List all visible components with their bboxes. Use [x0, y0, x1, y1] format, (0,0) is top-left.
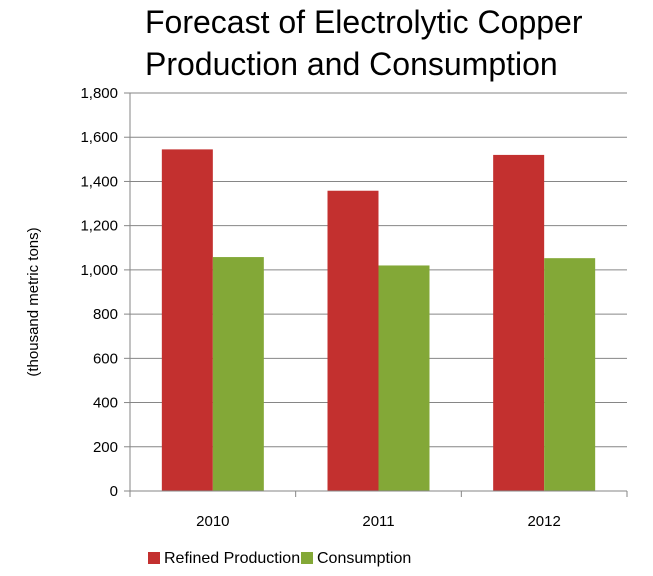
y-tick-labels: 0 200 400 600 800 1,000 1,200 1,400 1,600 1,800	[80, 85, 118, 500]
y-tick-label: 1,200	[80, 218, 118, 235]
y-tick-label: 800	[93, 306, 118, 323]
y-tick-label: 1,400	[80, 173, 118, 190]
bar-refined-production-2012	[493, 154, 545, 491]
chart-title: Forecast of Electrolytic Copper Producti…	[145, 4, 583, 82]
x-tick-label: 2011	[362, 513, 394, 530]
axes	[124, 92, 628, 497]
bar-consumption-2011	[378, 265, 430, 491]
bar-consumption-2012	[544, 258, 596, 491]
chart-title-line-1: Forecast of Electrolytic Copper	[145, 4, 583, 40]
y-tick-label: 1,600	[80, 129, 118, 146]
chart-title-line-2: Production and Consumption	[145, 46, 558, 82]
legend-label: Consumption	[317, 550, 411, 567]
legend: Refined Production Consumption	[148, 550, 411, 567]
legend-swatch	[148, 552, 160, 564]
bars	[161, 149, 596, 491]
legend-label: Refined Production	[164, 550, 300, 567]
y-tick-label: 400	[93, 395, 118, 412]
y-tick-label: 600	[93, 350, 118, 367]
y-tick-label: 200	[93, 439, 118, 456]
x-tick-labels: 2010 2011 2012	[196, 513, 561, 530]
y-tick-label: 1,800	[80, 85, 118, 102]
bar-refined-production-2011	[327, 190, 379, 491]
y-tick-label: 1,000	[80, 262, 118, 279]
bar-refined-production-2010	[161, 149, 213, 491]
y-tick-label: 0	[110, 483, 118, 500]
legend-item-consumption: Consumption	[301, 550, 411, 567]
y-axis-label: (thousand metric tons)	[25, 227, 42, 376]
x-tick-label: 2012	[527, 513, 560, 530]
bar-consumption-2010	[212, 257, 264, 491]
x-tick-label: 2010	[196, 513, 229, 530]
legend-swatch	[301, 552, 313, 564]
legend-item-refined-production: Refined Production	[148, 550, 300, 567]
